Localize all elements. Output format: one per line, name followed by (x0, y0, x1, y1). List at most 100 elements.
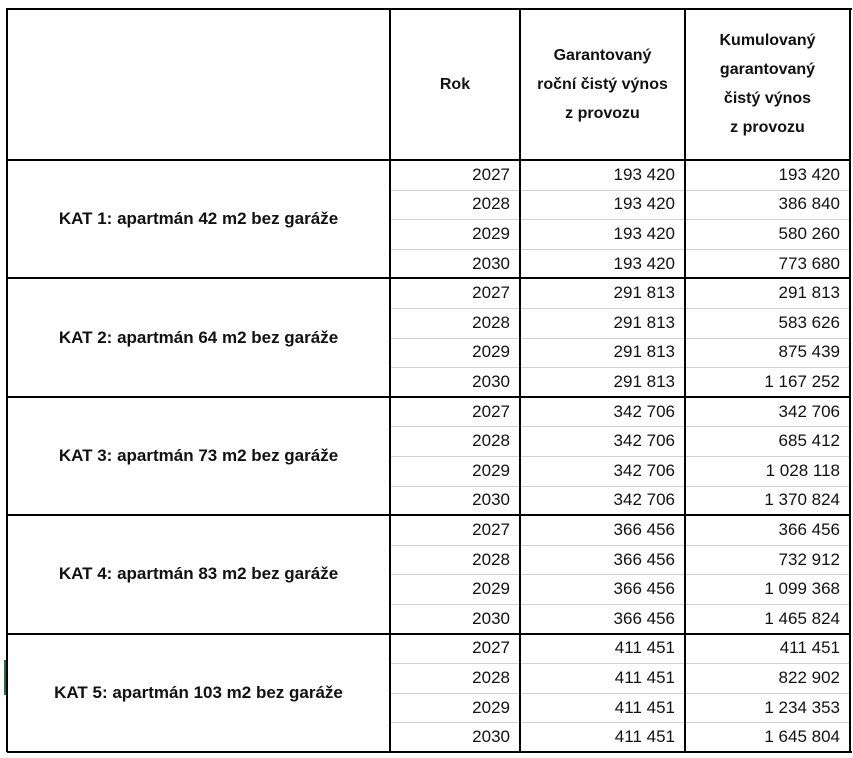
value-cell: 583 626 (778, 312, 840, 332)
value-cell: 291 813 (613, 283, 675, 303)
year-cell: 2027 (472, 164, 510, 184)
column-border (6, 8, 8, 752)
value-cell: 342 706 (613, 401, 675, 421)
value-cell: 411 451 (614, 667, 675, 687)
row-line (390, 337, 850, 339)
value-cell: 291 813 (613, 371, 675, 391)
year-cell: 2028 (472, 667, 510, 687)
category-label: KAT 2: apartmán 64 m2 bez garáže (58, 327, 339, 347)
header-line: čistý výnos (723, 90, 812, 107)
year-cell: 2029 (472, 342, 510, 362)
row-line (390, 426, 850, 428)
value-cell: 193 420 (613, 253, 675, 273)
value-cell: 732 912 (778, 549, 840, 569)
group-border (7, 277, 850, 280)
value-cell: 342 706 (613, 490, 675, 510)
border (7, 8, 852, 10)
category-label: KAT 5: apartmán 103 m2 bez garáže (54, 682, 343, 702)
value-cell: 366 456 (778, 519, 840, 539)
value-cell: 366 456 (613, 579, 675, 599)
column-border (849, 8, 851, 752)
year-cell: 2028 (472, 549, 510, 569)
row-line (390, 722, 850, 724)
year-cell: 2028 (472, 312, 510, 332)
value-cell: 342 706 (613, 431, 675, 451)
header-line: garantovaný (719, 61, 816, 78)
row-line (390, 367, 850, 369)
header-line: z provozu (565, 104, 640, 122)
value-cell: 1 370 824 (764, 490, 840, 510)
row-line (390, 574, 850, 576)
border (7, 751, 852, 753)
value-cell: 411 451 (614, 727, 675, 747)
category-label: KAT 4: apartmán 83 m2 bez garáže (58, 564, 339, 584)
row-line (390, 604, 850, 605)
value-cell: 291 813 (613, 342, 675, 362)
row-line (390, 663, 850, 665)
value-cell: 822 902 (778, 667, 840, 687)
value-cell: 193 420 (778, 164, 840, 184)
row-line (390, 456, 850, 457)
value-cell: 1 465 824 (764, 608, 840, 628)
value-cell: 193 420 (613, 223, 675, 243)
year-cell: 2030 (472, 371, 510, 391)
header-cell: Rok (390, 8, 520, 160)
value-cell: 193 420 (613, 164, 675, 184)
category-label: KAT 3: apartmán 73 m2 bez garáže (58, 445, 339, 465)
value-cell: 386 840 (778, 194, 840, 214)
year-cell: 2030 (472, 253, 510, 273)
row-line (390, 692, 850, 694)
value-cell: 580 260 (778, 223, 840, 243)
year-cell: 2027 (472, 638, 510, 658)
year-cell: 2030 (472, 490, 510, 510)
value-cell: 193 420 (613, 194, 675, 214)
value-cell: 1 167 252 (764, 371, 840, 391)
column-border (389, 8, 391, 752)
year-cell: 2028 (472, 194, 510, 214)
category-label: KAT 1: apartmán 42 m2 bez garáže (58, 209, 339, 229)
value-cell: 291 813 (778, 283, 840, 303)
year-cell: 2028 (472, 431, 510, 451)
group-border (7, 514, 850, 517)
row-line (390, 189, 850, 191)
value-cell: 366 456 (613, 549, 675, 569)
year-cell: 2029 (472, 223, 510, 243)
column-border (684, 8, 686, 752)
year-cell: 2030 (472, 608, 510, 628)
value-cell: 291 813 (613, 312, 675, 332)
value-cell: 773 680 (778, 253, 840, 273)
value-cell: 342 706 (613, 460, 675, 480)
year-cell: 2027 (472, 401, 510, 421)
header-cell: Garantovaný roční čistý výnos z provozu (520, 8, 685, 160)
value-cell: 1 645 804 (764, 727, 840, 747)
row-line (390, 219, 850, 221)
year-cell: 2029 (472, 697, 510, 717)
border (7, 159, 850, 161)
value-cell: 411 451 (614, 638, 675, 658)
header-line: Garantovaný (553, 46, 652, 64)
row-line (390, 248, 850, 250)
header-cell: Kumulovaný garantovaný čistý výnos z provoz… (685, 8, 850, 160)
value-cell: 1 028 118 (765, 460, 840, 480)
value-cell: 1 099 368 (764, 579, 840, 599)
group-border (7, 632, 850, 635)
header-line: Rok (439, 75, 471, 93)
value-cell: 1 234 353 (764, 697, 840, 717)
header-line: Kumulovaný (719, 32, 816, 49)
column-border (519, 8, 521, 752)
header-line: z provozu (730, 119, 805, 136)
header-line: roční čistý výnos (537, 75, 668, 93)
year-cell: 2027 (472, 283, 510, 303)
year-cell: 2029 (472, 579, 510, 599)
value-cell: 875 439 (778, 342, 840, 362)
value-cell: 411 451 (614, 697, 675, 717)
value-cell: 366 456 (613, 608, 675, 628)
year-cell: 2029 (472, 460, 510, 480)
row-line (390, 544, 850, 546)
group-border (7, 395, 850, 398)
value-cell: 342 706 (778, 401, 840, 421)
year-cell: 2030 (472, 727, 510, 747)
value-cell: 366 456 (613, 519, 675, 539)
value-cell: 685 412 (778, 431, 840, 451)
value-cell: 411 451 (779, 638, 840, 658)
